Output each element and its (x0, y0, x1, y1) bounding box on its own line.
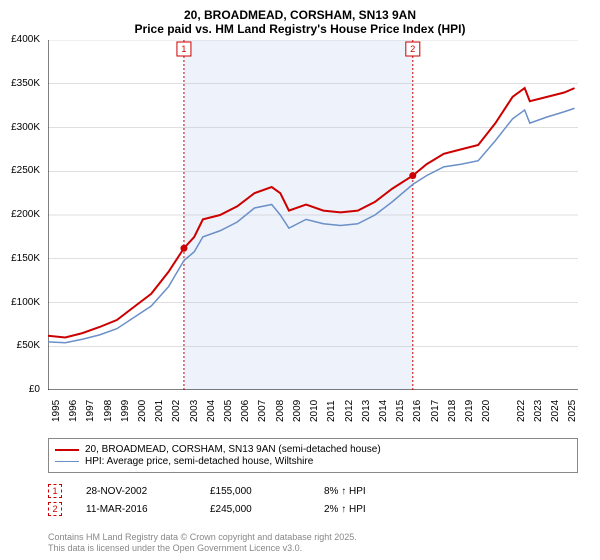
x-tick-label: 2016 (412, 400, 423, 422)
legend-row: HPI: Average price, semi-detached house,… (55, 456, 571, 467)
data-point (180, 245, 187, 252)
x-tick-label: 2005 (223, 400, 234, 422)
marker-date: 28-NOV-2002 (86, 486, 186, 497)
marker-box: 2 (48, 502, 62, 516)
marker-change: 2% ↑ HPI (324, 504, 366, 515)
marker-price: £155,000 (210, 486, 300, 497)
x-tick-label: 2000 (137, 400, 148, 422)
title-line2: Price paid vs. HM Land Registry's House … (0, 22, 600, 36)
marker-price: £245,000 (210, 504, 300, 515)
vline-marker-label: 1 (181, 44, 186, 54)
x-tick-label: 2010 (309, 400, 320, 422)
y-tick-label: £50K (0, 340, 40, 351)
marker-date: 11-MAR-2016 (86, 504, 186, 515)
legend-swatch (55, 461, 79, 463)
legend-swatch (55, 449, 79, 451)
chart-svg: 12 (48, 40, 578, 390)
x-tick-label: 2012 (344, 400, 355, 422)
x-tick-label: 2003 (189, 400, 200, 422)
chart-area: 12 (48, 40, 578, 390)
x-tick-label: 2022 (516, 400, 527, 422)
x-tick-label: 2009 (292, 400, 303, 422)
x-tick-label: 2004 (206, 400, 217, 422)
x-tick-label: 2025 (567, 400, 578, 422)
x-tick-label: 2011 (326, 400, 337, 422)
footer: Contains HM Land Registry data © Crown c… (48, 532, 357, 554)
legend-label: 20, BROADMEAD, CORSHAM, SN13 9AN (semi-d… (85, 444, 381, 455)
x-tick-label: 2006 (240, 400, 251, 422)
footer-line2: This data is licensed under the Open Gov… (48, 543, 357, 554)
marker-box: 1 (48, 484, 62, 498)
chart-title-block: 20, BROADMEAD, CORSHAM, SN13 9AN Price p… (0, 0, 600, 40)
footer-line1: Contains HM Land Registry data © Crown c… (48, 532, 357, 543)
y-tick-label: £0 (0, 384, 40, 395)
x-tick-label: 1996 (68, 400, 79, 422)
x-tick-label: 2020 (481, 400, 492, 422)
x-tick-label: 2018 (447, 400, 458, 422)
x-tick-label: 2023 (533, 400, 544, 422)
vline-marker-label: 2 (410, 44, 415, 54)
marker-row: 2 11-MAR-2016 £245,000 2% ↑ HPI (48, 502, 578, 516)
x-tick-label: 2019 (464, 400, 475, 422)
marker-change: 8% ↑ HPI (324, 486, 366, 497)
x-tick-label: 2014 (378, 400, 389, 422)
legend-label: HPI: Average price, semi-detached house,… (85, 456, 313, 467)
y-tick-label: £400K (0, 34, 40, 45)
marker-row: 1 28-NOV-2002 £155,000 8% ↑ HPI (48, 484, 578, 498)
x-tick-label: 1995 (51, 400, 62, 422)
x-tick-label: 2008 (275, 400, 286, 422)
x-tick-label: 1998 (103, 400, 114, 422)
x-tick-label: 2001 (154, 400, 165, 422)
y-tick-label: £150K (0, 253, 40, 264)
x-tick-label: 2007 (257, 400, 268, 422)
y-tick-label: £300K (0, 122, 40, 133)
y-tick-label: £100K (0, 297, 40, 308)
x-tick-label: 2002 (171, 400, 182, 422)
markers-block: 1 28-NOV-2002 £155,000 8% ↑ HPI 2 11-MAR-2016… (48, 480, 578, 520)
legend: 20, BROADMEAD, CORSHAM, SN13 9AN (semi-d… (48, 438, 578, 473)
x-tick-label: 2013 (361, 400, 372, 422)
legend-row: 20, BROADMEAD, CORSHAM, SN13 9AN (semi-d… (55, 444, 571, 455)
x-tick-label: 2024 (550, 400, 561, 422)
x-axis-ticks: 1995 1996 1997 1998 1999 2000 2001 2002 2003 2004… (48, 392, 578, 432)
y-axis-ticks: £0£50K£100K£150K£200K£250K£300K£350K£400… (0, 40, 44, 390)
y-tick-label: £350K (0, 78, 40, 89)
x-tick-label: 2015 (395, 400, 406, 422)
y-tick-label: £200K (0, 209, 40, 220)
data-point (409, 172, 416, 179)
y-tick-label: £250K (0, 165, 40, 176)
x-tick-label: 2017 (430, 400, 441, 422)
x-tick-label: 1999 (120, 400, 131, 422)
title-line1: 20, BROADMEAD, CORSHAM, SN13 9AN (0, 8, 600, 22)
x-tick-label: 1997 (85, 400, 96, 422)
